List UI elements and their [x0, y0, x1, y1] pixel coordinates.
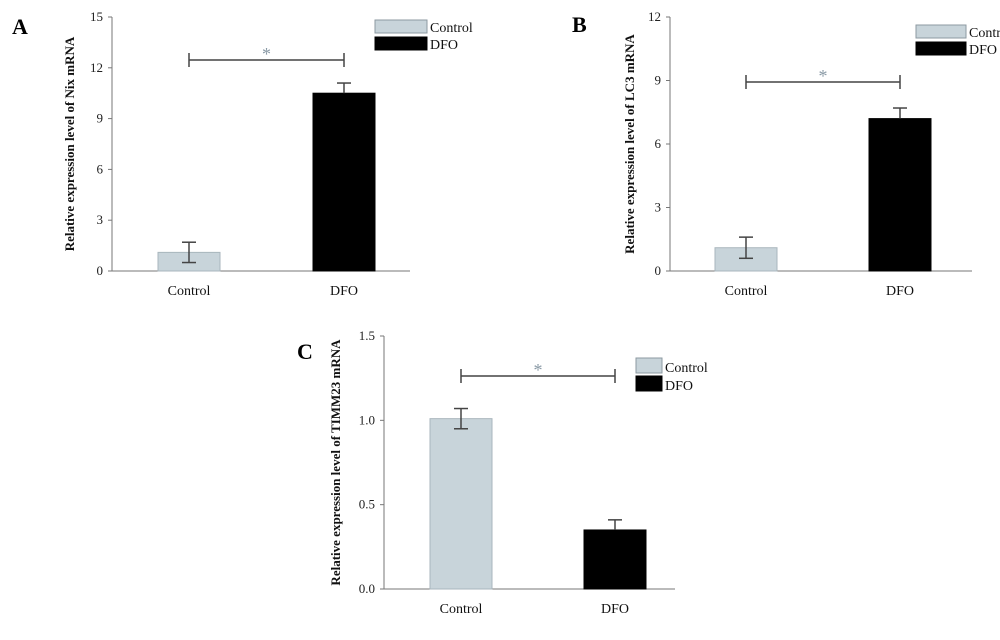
y-axis-label: Relative expression level of LC3 mRNA	[622, 34, 637, 254]
y-tick-label: 6	[97, 161, 104, 176]
y-axis-label: Relative expression level of Nix mRNA	[62, 36, 77, 251]
x-tick-label: DFO	[330, 284, 358, 299]
x-tick-label: DFO	[886, 284, 914, 299]
y-tick-label: 15	[90, 9, 103, 24]
legend-label: Control	[430, 21, 473, 36]
x-tick-label: Control	[440, 602, 483, 617]
chart-panel-c: C 0.0 0.5 1.0 1.5 Relative expression level o…	[297, 328, 708, 617]
legend-swatch-control	[374, 19, 428, 34]
y-tick-label: 0.0	[359, 581, 375, 596]
y-tick-label: 0	[655, 263, 662, 278]
panel-label: B	[572, 12, 587, 37]
panel-label: C	[297, 339, 313, 364]
significance-marker: *	[819, 66, 828, 86]
y-tick-label: 0.5	[359, 497, 375, 512]
y-tick-label: 3	[97, 212, 104, 227]
legend-label: DFO	[665, 379, 693, 394]
y-tick-label: 6	[655, 136, 662, 151]
legend-swatch-dfo	[635, 375, 663, 392]
legend-swatch-dfo	[374, 36, 428, 51]
y-tick-label: 9	[655, 73, 662, 88]
y-tick-label: 0	[97, 263, 104, 278]
significance-marker: *	[262, 44, 271, 64]
y-tick-label: 1.0	[359, 412, 375, 427]
y-axis-label: Relative expression level of TIMM23 mRNA	[328, 339, 343, 586]
bar-dfo	[583, 529, 647, 590]
y-tick-label: 12	[648, 9, 661, 24]
x-tick-label: DFO	[601, 602, 629, 617]
y-tick-label: 12	[90, 60, 103, 75]
legend-label: Control	[969, 26, 1000, 41]
legend-swatch-control	[635, 357, 663, 374]
bar-dfo	[312, 92, 376, 272]
y-tick-label: 9	[97, 111, 104, 126]
legend-label: DFO	[430, 38, 458, 53]
significance-marker: *	[534, 360, 543, 380]
panel-label: A	[12, 14, 28, 39]
bar-dfo	[868, 118, 932, 272]
y-tick-label: 1.5	[359, 328, 375, 343]
legend-swatch-dfo	[915, 41, 967, 56]
bar-control	[429, 418, 493, 590]
x-tick-label: Control	[725, 284, 768, 299]
chart-panel-a: A 0 3 6 9 12 15 Relative expression level of Ni…	[12, 9, 473, 299]
chart-panel-b: B 0 3 6 9 12 Relative expression level of LC3 …	[572, 9, 1000, 299]
legend-label: Control	[665, 361, 708, 376]
y-tick-label: 3	[655, 200, 662, 215]
x-tick-label: Control	[168, 284, 211, 299]
legend-swatch-control	[915, 24, 967, 39]
legend-label: DFO	[969, 43, 997, 58]
